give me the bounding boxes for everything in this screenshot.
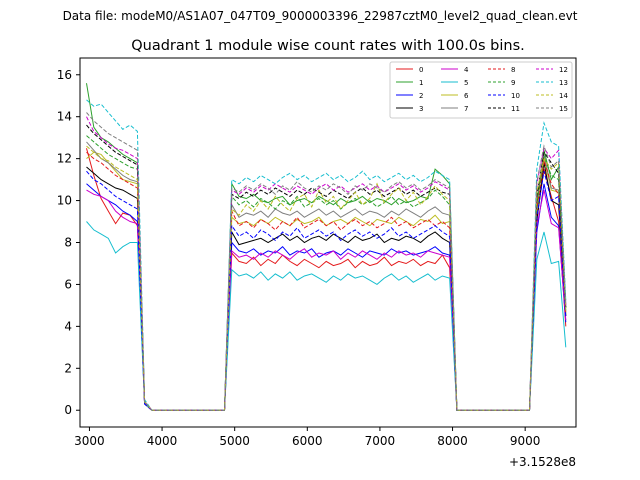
- legend-label-6: 6: [464, 92, 469, 100]
- legend-label-4: 4: [464, 66, 469, 74]
- x-axis: 3000 4000 5000 6000 7000 8000 9000: [74, 427, 540, 448]
- x-tick-label: 9000: [510, 434, 541, 448]
- series-line-15: [86, 112, 567, 411]
- series-line-2: [86, 183, 567, 411]
- legend-label-8: 8: [511, 66, 515, 74]
- y-axis: 0 2 4 6 8 10 12 14 16: [57, 68, 80, 417]
- series-line-4: [86, 189, 567, 411]
- plot-series: [86, 83, 567, 411]
- legend-frame: [389, 61, 573, 119]
- x-tick-label: 8000: [437, 434, 468, 448]
- legend-label-13: 13: [559, 79, 568, 87]
- legend-label-12: 12: [559, 66, 568, 74]
- suptitle: Data file: modeM0/AS1A07_047T09_90000033…: [63, 9, 578, 23]
- series-line-8: [86, 151, 567, 411]
- legend-label-14: 14: [559, 92, 568, 100]
- series-line-3: [86, 162, 567, 411]
- series-line-6: [86, 151, 567, 411]
- y-tick-label: 10: [57, 194, 72, 208]
- series-line-10: [86, 170, 567, 411]
- x-tick-label: 3000: [74, 434, 105, 448]
- y-tick-label: 0: [64, 403, 72, 417]
- y-tick-label: 4: [64, 319, 72, 333]
- x-tick-label: 4000: [147, 434, 178, 448]
- y-tick-label: 8: [64, 236, 72, 250]
- legend-label-10: 10: [511, 92, 520, 100]
- legend-label-5: 5: [464, 79, 468, 87]
- x-tick-label: 5000: [219, 434, 250, 448]
- legend-label-3: 3: [419, 105, 423, 113]
- y-tick-label: 14: [57, 110, 72, 124]
- legend-label-7: 7: [464, 105, 468, 113]
- chart-title: Quadrant 1 module wise count rates with …: [131, 38, 525, 54]
- series-line-14: [86, 145, 567, 411]
- y-tick-label: 12: [57, 152, 72, 166]
- series-line-11: [86, 124, 567, 411]
- x-offset-label: +3.1528e8: [509, 455, 576, 469]
- legend-label-0: 0: [419, 66, 423, 74]
- legend-label-15: 15: [559, 105, 568, 113]
- legend-label-11: 11: [511, 105, 520, 113]
- legend-label-9: 9: [511, 79, 515, 87]
- series-line-9: [86, 135, 567, 411]
- y-tick-label: 16: [57, 68, 72, 82]
- x-tick-label: 7000: [365, 434, 396, 448]
- y-tick-label: 2: [64, 361, 72, 375]
- series-line-7: [86, 141, 567, 411]
- series-line-5: [86, 221, 567, 411]
- series-line-1: [86, 83, 567, 411]
- y-tick-label: 6: [64, 277, 72, 291]
- series-line-0: [86, 148, 567, 411]
- series-line-13: [86, 99, 567, 411]
- series-line-12: [86, 116, 567, 411]
- x-tick-label: 6000: [292, 434, 323, 448]
- legend-label-2: 2: [419, 92, 423, 100]
- legend-label-1: 1: [419, 79, 423, 87]
